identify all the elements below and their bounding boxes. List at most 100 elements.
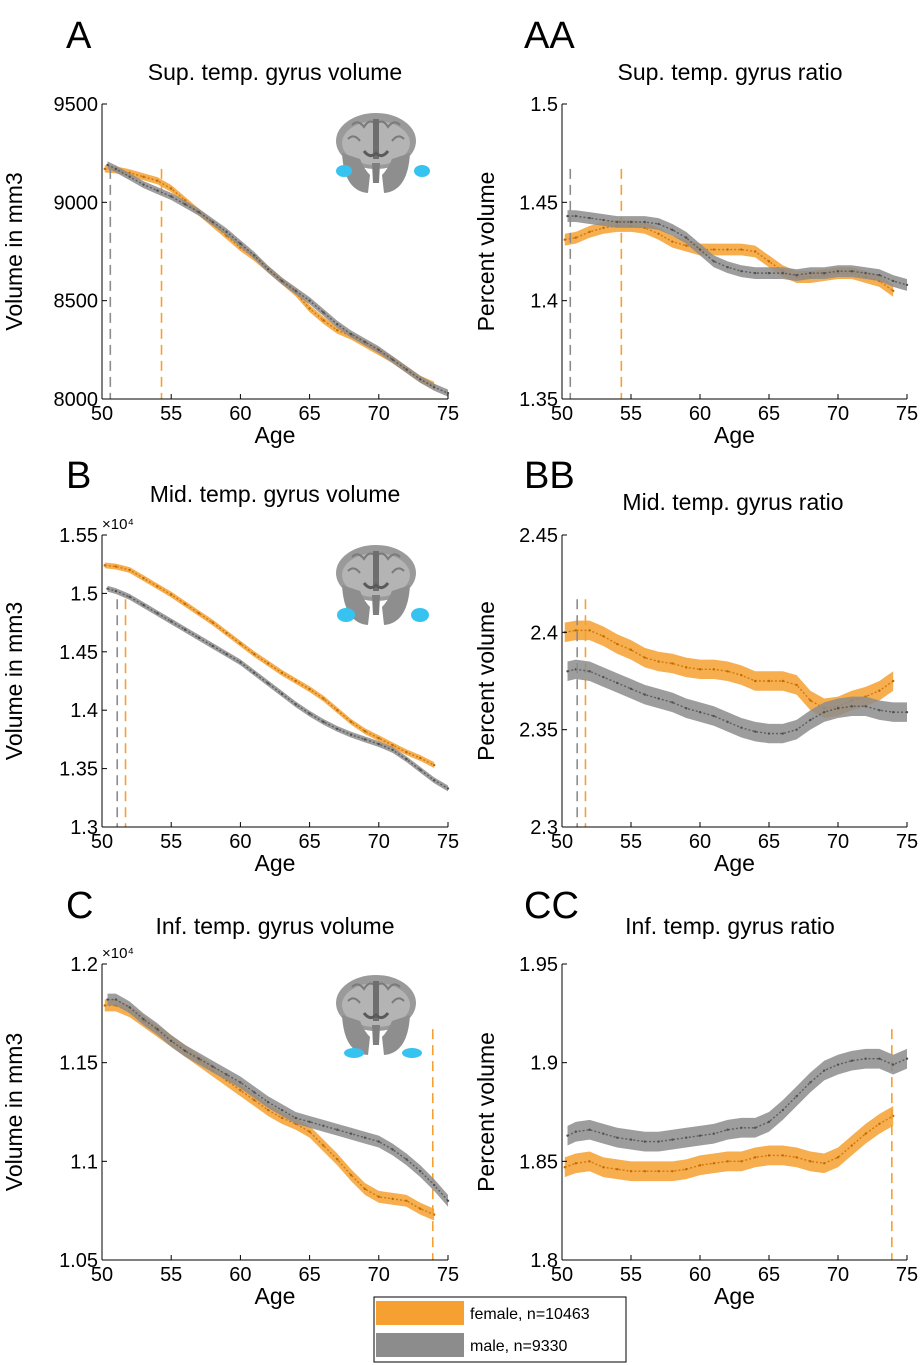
x-tick-label: 50 (91, 1264, 113, 1286)
x-tick-label: 55 (160, 403, 182, 425)
data-point (892, 679, 895, 683)
x-tick-label: 70 (827, 1264, 849, 1286)
data-point (322, 720, 325, 724)
data-point (266, 662, 270, 665)
y-tick-label: 1.3 (70, 817, 98, 839)
data-point (795, 728, 798, 731)
legend-swatch-male (376, 1333, 464, 1357)
data-point (671, 662, 674, 665)
chart-title: Mid. temp. gyrus volume (150, 481, 401, 507)
data-point (419, 756, 422, 760)
data-point (363, 730, 367, 733)
data-point (336, 727, 339, 731)
data-point (740, 1126, 743, 1129)
x-tick-label: 75 (437, 403, 459, 425)
data-point (197, 1057, 201, 1060)
data-point (850, 705, 853, 708)
data-point (405, 1158, 408, 1161)
data-point (405, 751, 408, 754)
data-point (239, 242, 242, 245)
data-point (602, 226, 605, 230)
data-point (225, 1073, 228, 1076)
y-tick-label: 1.45 (59, 642, 98, 664)
data-point (197, 210, 201, 214)
data-point (336, 1128, 339, 1131)
x-tick-label: 70 (368, 403, 390, 425)
chart-panel-a: A Sup. temp. gyrus volume 50 55 60 65 70 75 8000… (1, 15, 459, 448)
series-line (567, 215, 908, 286)
x-tick-label: 70 (827, 403, 849, 425)
data-point (170, 620, 173, 623)
data-point (128, 175, 131, 178)
data-point (629, 220, 633, 224)
data-point (754, 250, 757, 253)
data-point (574, 629, 577, 632)
data-point (905, 283, 909, 287)
series-line (107, 998, 449, 1202)
y-tick-label: 1.1 (70, 1151, 98, 1173)
data-point (349, 1173, 353, 1177)
data-point (657, 697, 660, 700)
y-tick-label: 1.2 (70, 954, 98, 976)
y-tick-label: 8500 (54, 291, 99, 313)
highlight-region-left (336, 165, 352, 177)
data-point (114, 998, 118, 1001)
y-tick-label: 1.15 (59, 1053, 98, 1075)
chart-title: Sup. temp. gyrus ratio (618, 59, 843, 85)
data-point (349, 1132, 353, 1135)
data-point (432, 779, 436, 782)
data-point (685, 666, 688, 669)
y-tick-label: 9500 (54, 94, 99, 116)
x-tick-label: 50 (91, 403, 113, 425)
data-point (767, 260, 771, 263)
series-line (564, 225, 894, 292)
data-point (878, 1122, 881, 1126)
data-point (698, 668, 702, 671)
x-tick-label: 50 (551, 1264, 573, 1286)
data-point (602, 1132, 605, 1135)
data-point (643, 693, 646, 696)
data-point (308, 1130, 311, 1133)
data-point (294, 1116, 297, 1120)
series-male (566, 168, 909, 399)
series-male (106, 993, 450, 1207)
data-point (253, 1098, 256, 1102)
x-tick-label: 65 (758, 831, 780, 853)
brain-slice (334, 973, 418, 1057)
y-tick-label: 2.35 (519, 720, 558, 742)
data-point (574, 214, 577, 218)
data-point (740, 673, 743, 677)
data-point (767, 271, 771, 275)
data-point (588, 670, 591, 673)
highlight-region-left (337, 608, 355, 622)
data-point (671, 701, 674, 704)
data-point (170, 195, 173, 198)
series-line (567, 668, 907, 735)
y-axis-label: Percent volume (473, 601, 499, 761)
y-axis-label: Volume in mm3 (1, 602, 27, 761)
data-point (685, 244, 688, 247)
data-point (643, 1170, 646, 1173)
x-tick-label: 60 (689, 403, 711, 425)
data-point (864, 1132, 867, 1135)
data-point (712, 714, 715, 718)
x-tick-label: 70 (827, 831, 849, 853)
data-point (836, 707, 840, 710)
x-tick-label: 60 (689, 1264, 711, 1286)
data-point (566, 670, 569, 673)
data-point (266, 268, 270, 271)
data-point (294, 289, 297, 293)
data-point (754, 730, 757, 733)
panel-letter: CC (524, 885, 579, 927)
data-point (657, 660, 660, 663)
data-point (156, 585, 159, 588)
data-point (349, 733, 353, 736)
data-point (336, 328, 339, 332)
data-point (308, 712, 311, 715)
data-point (211, 621, 214, 624)
data-point (419, 378, 422, 381)
data-point (308, 1120, 311, 1124)
x-axis-label: Age (714, 422, 755, 448)
data-point (363, 738, 367, 741)
x-tick-label: 75 (896, 1264, 918, 1286)
